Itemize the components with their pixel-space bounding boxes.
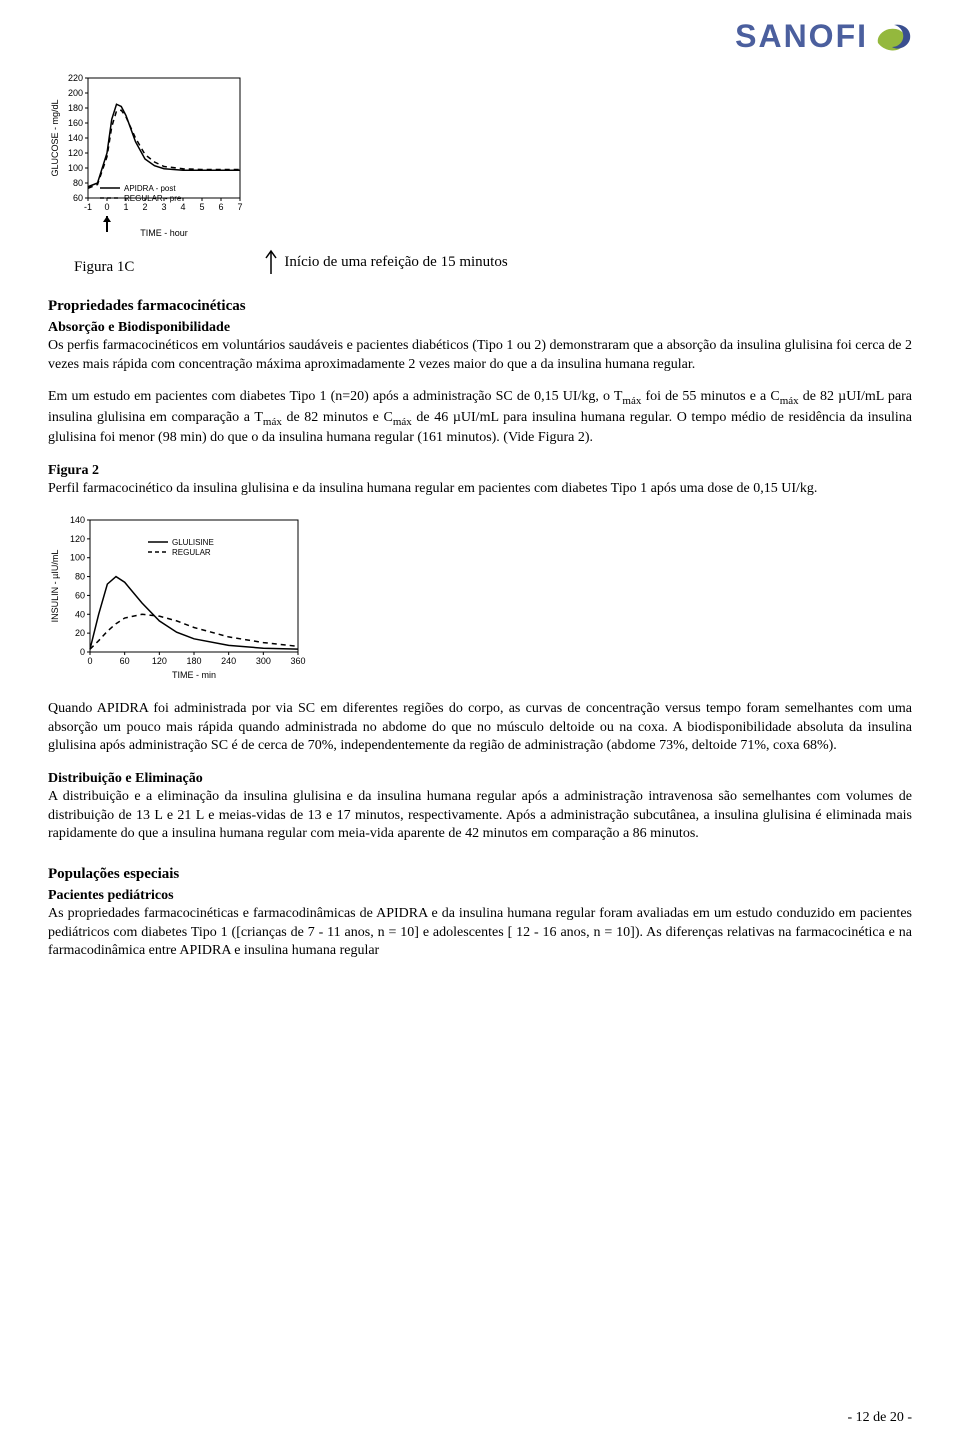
study-text-1: Em um estudo em pacientes com diabetes T… bbox=[48, 389, 622, 404]
special-populations-title: Populações especiais bbox=[48, 866, 912, 883]
svg-text:60: 60 bbox=[120, 656, 130, 666]
svg-text:80: 80 bbox=[75, 572, 85, 582]
svg-text:200: 200 bbox=[68, 88, 83, 98]
absorption-title: Absorção e Biodisponibilidade bbox=[48, 320, 230, 335]
svg-text:220: 220 bbox=[68, 73, 83, 83]
svg-text:100: 100 bbox=[70, 553, 85, 563]
svg-text:6: 6 bbox=[218, 202, 223, 212]
svg-text:160: 160 bbox=[68, 118, 83, 128]
distribution-para: A distribuição e a eliminação da insulin… bbox=[48, 788, 912, 843]
svg-text:TIME - hour: TIME - hour bbox=[140, 228, 188, 238]
svg-text:3: 3 bbox=[161, 202, 166, 212]
figure-1c-arrow-note: Início de uma refeição de 15 minutos bbox=[264, 248, 507, 276]
section-pharmacokinetics-title: Propriedades farmacocinéticas bbox=[48, 298, 912, 315]
svg-text:60: 60 bbox=[73, 193, 83, 203]
logo-swirl-icon bbox=[872, 21, 912, 53]
study-text-2: foi de 55 minutos e a C bbox=[641, 389, 779, 404]
svg-text:120: 120 bbox=[152, 656, 167, 666]
svg-text:40: 40 bbox=[75, 610, 85, 620]
document-page: SANOFI 6080100120140160180200220-1012345… bbox=[0, 0, 960, 1442]
pediatric-title: Pacientes pediátricos bbox=[48, 888, 174, 903]
figure-2-caption: Perfil farmacocinético da insulina gluli… bbox=[48, 480, 912, 498]
figure-2-block: 0 20 40 60 80 100 120 140 0 60 120 180 240 300 360 TIME… bbox=[48, 512, 912, 682]
svg-text:1: 1 bbox=[123, 202, 128, 212]
svg-text:180: 180 bbox=[186, 656, 201, 666]
sub-max-1: máx bbox=[622, 395, 641, 407]
pediatric-para: As propriedades farmacocinéticas e farma… bbox=[48, 905, 912, 960]
svg-text:60: 60 bbox=[75, 591, 85, 601]
svg-text:5: 5 bbox=[199, 202, 204, 212]
study-para: Em um estudo em pacientes com diabetes T… bbox=[48, 388, 912, 447]
svg-text:0: 0 bbox=[80, 647, 85, 657]
svg-text:4: 4 bbox=[180, 202, 185, 212]
svg-text:180: 180 bbox=[68, 103, 83, 113]
arrow-up-icon bbox=[264, 248, 278, 276]
svg-text:TIME - min: TIME - min bbox=[172, 670, 216, 680]
absorption-para: Os perfis farmacocinéticos em voluntário… bbox=[48, 337, 912, 374]
page-number: - 12 de 20 - bbox=[847, 1410, 912, 1426]
svg-text:120: 120 bbox=[68, 148, 83, 158]
svg-text:-1: -1 bbox=[84, 202, 92, 212]
arrow-note-text: Início de uma refeição de 15 minutos bbox=[284, 254, 507, 271]
sub-max-2: máx bbox=[780, 395, 799, 407]
distribution-heading: Distribuição e Eliminação bbox=[48, 770, 912, 788]
figure-1c-block: 60 80 100 120 140 160 180 200 220 -1 0 1 2 3 4 5 6 7 TIME … bbox=[48, 70, 912, 276]
figure-1c-label: Figura 1C bbox=[48, 259, 134, 276]
svg-text:120: 120 bbox=[70, 534, 85, 544]
brand-logo: SANOFI bbox=[735, 18, 912, 55]
svg-text:APIDRA - post: APIDRA - post bbox=[124, 184, 176, 193]
figure-2-title: Figura 2 bbox=[48, 462, 912, 480]
svg-text:REGULAR: REGULAR bbox=[172, 548, 211, 557]
regions-para: Quando APIDRA foi administrada por via S… bbox=[48, 700, 912, 755]
svg-text:7: 7 bbox=[237, 202, 242, 212]
svg-text:300: 300 bbox=[256, 656, 271, 666]
svg-text:240: 240 bbox=[221, 656, 236, 666]
distribution-title: Distribuição e Eliminação bbox=[48, 771, 203, 786]
svg-text:0: 0 bbox=[104, 202, 109, 212]
svg-text:140: 140 bbox=[68, 133, 83, 143]
study-text-4: de 82 minutos e C bbox=[282, 410, 393, 425]
svg-text:100: 100 bbox=[68, 163, 83, 173]
svg-text:INSULIN - µIU/mL: INSULIN - µIU/mL bbox=[50, 550, 60, 623]
sub-max-4: máx bbox=[393, 416, 412, 428]
svg-text:80: 80 bbox=[73, 178, 83, 188]
svg-text:GLUCOSE - mg/dL: GLUCOSE - mg/dL bbox=[50, 99, 60, 176]
figure-2-chart: 0 20 40 60 80 100 120 140 0 60 120 180 240 300 360 TIME… bbox=[48, 512, 308, 682]
svg-text:140: 140 bbox=[70, 515, 85, 525]
pediatric-heading: Pacientes pediátricos bbox=[48, 887, 912, 905]
svg-text:20: 20 bbox=[75, 629, 85, 639]
svg-text:2: 2 bbox=[142, 202, 147, 212]
svg-text:360: 360 bbox=[290, 656, 305, 666]
figure-1c-chart: 60 80 100 120 140 160 180 200 220 -1 0 1 2 3 4 5 6 7 TIME … bbox=[48, 70, 248, 240]
sub-max-3: máx bbox=[263, 416, 282, 428]
svg-text:REGULAR - pre: REGULAR - pre bbox=[124, 194, 182, 203]
svg-text:0: 0 bbox=[87, 656, 92, 666]
absorption-heading: Absorção e Biodisponibilidade bbox=[48, 319, 912, 337]
logo-text: SANOFI bbox=[735, 18, 868, 55]
figure-1c-caption-row: Figura 1C Início de uma refeição de 15 m… bbox=[48, 248, 912, 276]
svg-text:GLULISINE: GLULISINE bbox=[172, 538, 214, 547]
